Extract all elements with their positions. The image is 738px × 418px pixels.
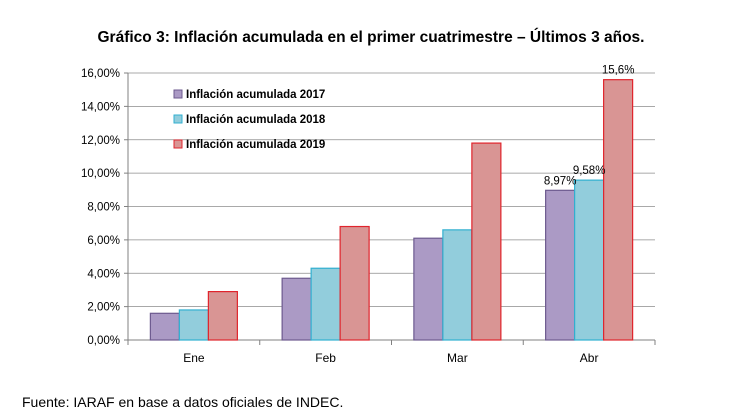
legend-label: Inflación acumulada 2017 bbox=[186, 89, 325, 101]
legend-swatch bbox=[173, 139, 183, 149]
data-label: 8,97% bbox=[544, 175, 577, 187]
data-label: 15,6% bbox=[602, 65, 635, 77]
y-tick-label: 10,00% bbox=[81, 168, 120, 180]
x-category-label: Abr bbox=[580, 351, 599, 365]
y-tick-label: 2,00% bbox=[87, 302, 120, 314]
bar-3-feb bbox=[339, 225, 370, 341]
y-tick-label: 4,00% bbox=[87, 268, 120, 280]
bar-1-abr bbox=[545, 189, 576, 341]
bar-2-abr bbox=[574, 179, 605, 341]
y-tick-label: 0,00% bbox=[87, 335, 120, 347]
data-label: 9,58% bbox=[573, 165, 606, 177]
y-tick-label: 12,00% bbox=[81, 135, 120, 147]
chart: Gráfico 3: Inflación acumulada en el pri… bbox=[81, 28, 656, 365]
x-category-label: Feb bbox=[315, 351, 336, 365]
bar-3-ene bbox=[207, 291, 238, 341]
legend-label: Inflación acumulada 2018 bbox=[186, 114, 326, 126]
x-category-label: Mar bbox=[447, 351, 468, 365]
bar-1-mar bbox=[413, 237, 444, 341]
data-labels: 8,97%9,58% 15,6% bbox=[544, 65, 635, 188]
chart-title: Gráfico 3: Inflación acumulada en el pri… bbox=[98, 28, 645, 46]
bar-2-mar bbox=[442, 229, 473, 341]
bar-2-ene bbox=[178, 309, 209, 341]
bar-3-mar bbox=[471, 142, 502, 341]
legend-swatch bbox=[173, 89, 183, 99]
bar-1-feb bbox=[281, 277, 312, 341]
grid bbox=[128, 72, 655, 308]
y-tick-label: 6,00% bbox=[87, 235, 120, 247]
y-tick-label: 16,00% bbox=[81, 68, 120, 80]
bar-3-abr bbox=[603, 79, 634, 341]
x-category-label: Ene bbox=[183, 351, 205, 365]
legend-label: Inflación acumulada 2019 bbox=[186, 139, 325, 151]
source-note: Fuente: IARAF en base a datos oficiales … bbox=[22, 394, 344, 410]
y-tick-label: 14,00% bbox=[81, 101, 120, 113]
legend-swatch bbox=[173, 114, 183, 124]
legend: Inflación acumulada 2017 Inflación acumul… bbox=[173, 89, 326, 151]
bars bbox=[149, 79, 634, 341]
bar-2-feb bbox=[310, 267, 341, 341]
axes: 0,00% 2,00% 4,00% 6,00% 8,00% 10,00% 12,00% 14,… bbox=[81, 68, 656, 365]
y-tick-label: 8,00% bbox=[87, 202, 120, 214]
bar-1-ene bbox=[149, 312, 180, 341]
